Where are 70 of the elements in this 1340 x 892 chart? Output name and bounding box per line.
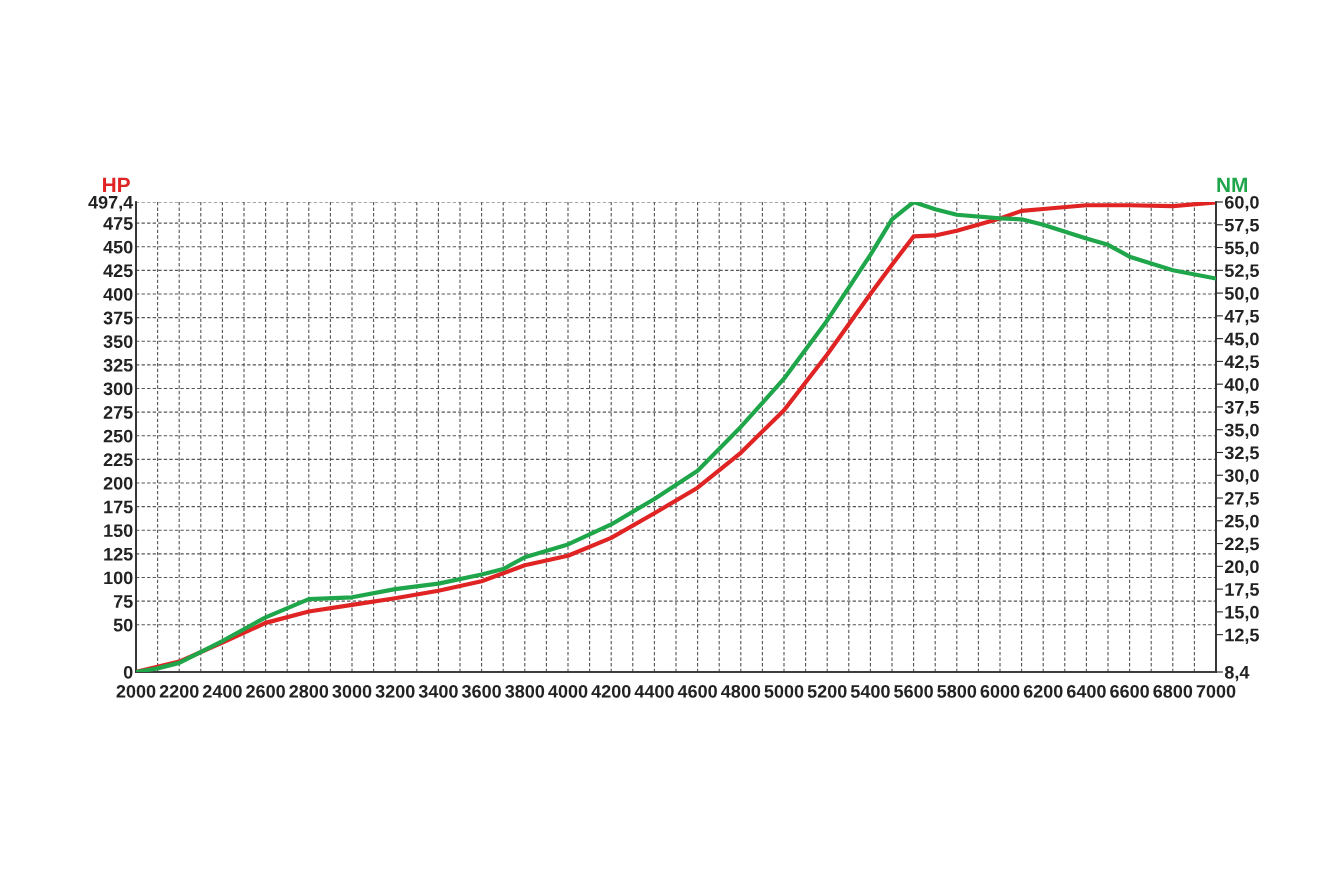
y-tick-label: 275 — [103, 406, 133, 419]
y-tick-label: 125 — [104, 547, 133, 561]
x-tick-label: 3400 — [418, 684, 458, 698]
y-axis-title: HP — [103, 177, 130, 193]
y-tick-label: 200 — [103, 476, 133, 490]
x-tick-label: 2800 — [289, 684, 329, 698]
y2-tick-label: 40,0 — [1224, 378, 1259, 394]
y-tick-label: 75 — [113, 595, 133, 608]
x-tick-label: 4200 — [591, 684, 631, 698]
y-tick-label: 350 — [103, 335, 133, 349]
x-tick-label: 4400 — [634, 684, 674, 698]
y-tick-label: 475 — [103, 217, 133, 230]
y-tick-label: 150 — [104, 524, 133, 537]
y2-tick-label: 30,0 — [1224, 469, 1259, 485]
y2-tick-label: 60,0 — [1224, 195, 1259, 212]
x-tick-label: 2400 — [202, 684, 242, 698]
x-tick-label: 4800 — [720, 684, 761, 698]
y2-tick-label: 52,5 — [1224, 264, 1259, 280]
y-tick-label: 225 — [103, 453, 133, 467]
y2-tick-label: 27,5 — [1224, 491, 1259, 508]
y2-tick-label: 42,5 — [1224, 355, 1259, 371]
x-tick-label: 4600 — [677, 684, 717, 698]
x-tick-label: 3200 — [375, 684, 415, 698]
x-tick-label: 7000 — [1196, 684, 1236, 698]
x-tick-label: 5600 — [894, 684, 933, 698]
y2-tick-label: 20,0 — [1224, 560, 1259, 576]
y2-tick-label: 25,0 — [1224, 514, 1259, 531]
line-series — [136, 202, 1216, 672]
x-tick-label: 6400 — [1066, 684, 1106, 698]
y2-tick-label: 47,5 — [1224, 309, 1259, 326]
y-tick-label: 400 — [103, 287, 133, 301]
y2-tick-label: 55,0 — [1224, 241, 1259, 257]
y-tick-label: 375 — [103, 311, 133, 325]
y2-tick-label: 15,0 — [1225, 605, 1259, 622]
y-tick-label: 497,4 — [88, 195, 134, 212]
y2-tick-label: 37,5 — [1224, 400, 1259, 417]
x-tick-label: 5400 — [850, 684, 890, 698]
y2-tick-label: 57,5 — [1224, 218, 1259, 235]
y2-tick-label: 12,5 — [1225, 628, 1259, 644]
y-tick-label: 325 — [103, 358, 133, 372]
y2-tick-label: 32,5 — [1224, 446, 1259, 462]
x-tick-label: 5000 — [764, 684, 804, 698]
x-tick-label: 6800 — [1153, 684, 1193, 698]
y2-tick-label: 45,0 — [1224, 332, 1259, 348]
y2-tick-label: 35,0 — [1224, 423, 1259, 440]
x-tick-label: 2200 — [159, 684, 199, 698]
y2-tick-label: 8,4 — [1224, 665, 1250, 682]
x-tick-label: 6600 — [1110, 684, 1149, 698]
y2-axis-title: NM — [1217, 177, 1248, 193]
x-tick-label: 3800 — [505, 684, 545, 698]
x-tick-label: 5800 — [937, 684, 977, 698]
y-tick-label: 100 — [104, 571, 133, 585]
x-tick-label: 3000 — [332, 684, 372, 698]
x-tick-label: 6000 — [980, 684, 1020, 698]
y2-tick-label: 17,5 — [1225, 583, 1259, 599]
x-tick-label: 2000 — [116, 684, 156, 698]
x-tick-label: 5200 — [807, 684, 847, 698]
y-tick-label: 0 — [123, 665, 133, 679]
y-tick-label: 450 — [103, 240, 133, 254]
x-tick-label: 3600 — [461, 684, 501, 698]
y2-tick-label: 22,5 — [1224, 537, 1259, 553]
x-tick-label: 6200 — [1023, 684, 1063, 698]
x-tick-label: 4000 — [548, 684, 588, 698]
y-tick-label: 425 — [103, 264, 133, 278]
x-tick-label: 2600 — [246, 684, 285, 698]
y2-tick-label: 50,0 — [1224, 287, 1259, 303]
y-tick-label: 50 — [113, 618, 133, 632]
y-tick-label: 175 — [104, 500, 133, 514]
y-tick-label: 250 — [103, 429, 133, 443]
y-tick-label: 300 — [103, 382, 133, 396]
